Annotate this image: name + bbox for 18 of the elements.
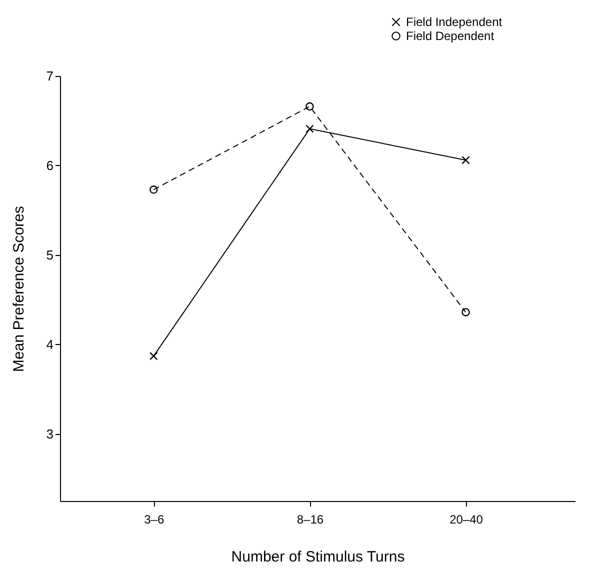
y-tick-label: 4 [46, 336, 54, 352]
x-tick-label: 8–16 [296, 512, 324, 526]
legend-label: Field Dependent [406, 29, 495, 43]
y-axis-title: Mean Preference Scores [10, 206, 28, 372]
x-axis-title: Number of Stimulus Turns [231, 548, 405, 566]
y-tick-label: 3 [46, 426, 54, 442]
point [462, 156, 470, 164]
point [150, 186, 158, 194]
x-tick-label: 3–6 [144, 512, 164, 526]
x-tick-label: 20–40 [450, 512, 484, 526]
y-tick-label: 7 [46, 68, 54, 84]
y-tick-label: 5 [46, 247, 54, 262]
point [306, 102, 314, 111]
point [150, 352, 158, 360]
legend-label: Field Independent [406, 15, 503, 29]
point [306, 124, 314, 133]
y-tick-label: 6 [46, 158, 54, 173]
point [462, 308, 470, 316]
